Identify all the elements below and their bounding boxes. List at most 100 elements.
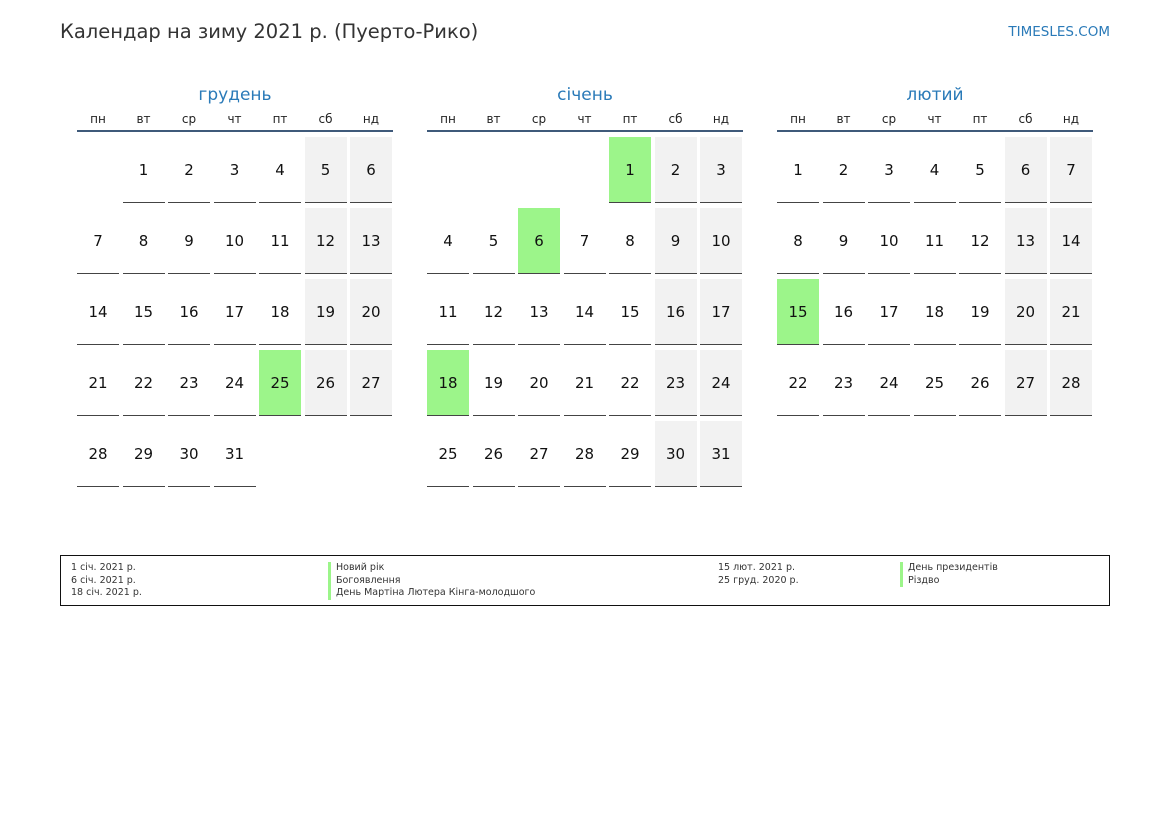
empty-cell [564, 137, 606, 203]
day-cell: 23 [168, 350, 210, 416]
legend-date: 25 груд. 2020 р. [718, 574, 799, 586]
legend-date: 15 лют. 2021 р. [718, 562, 795, 573]
day-cell: 11 [259, 208, 301, 274]
day-cell: 30 [654, 421, 697, 487]
day-cell: 9 [654, 208, 697, 274]
holiday-day-cell: 6 [518, 208, 560, 274]
day-cell: 12 [472, 279, 515, 345]
day-cell: 24 [868, 350, 910, 416]
day-cell: 12 [959, 208, 1001, 274]
weekday-label: вт [836, 112, 851, 126]
weekday-label: пт [972, 112, 988, 126]
weekday-header: пн вт ср чт пт сб нд [777, 110, 1093, 132]
day-cell: 28 [77, 421, 119, 487]
weekday-label: нд [712, 112, 730, 126]
day-cell: 20 [1004, 279, 1047, 345]
day-cell: 29 [122, 421, 165, 487]
day-cell: 10 [700, 208, 742, 274]
day-cell: 20 [350, 279, 392, 345]
weekday-header: пн вт ср чт пт сб нд [427, 110, 743, 132]
legend-holiday-name: День Мартіна Лютера Кінга-молодшого [328, 587, 535, 600]
month-name: січень [557, 85, 613, 105]
day-grid: 1 2 3 4 5 6 7 8 9 10 11 12 13 14 15 16 17 18 19 20 21 22 23 24 2… [427, 137, 743, 487]
day-cell: 20 [518, 350, 560, 416]
day-cell: 25 [427, 421, 469, 487]
month-1: грудень пн вт ср чт пт сб нд 1 2 3 4 5 6 7 8 9 10 11 12 13 14… [77, 84, 393, 487]
day-cell: 13 [1004, 208, 1047, 274]
weekday-label: пт [622, 112, 638, 126]
day-cell: 7 [563, 208, 606, 274]
legend-holiday-name: Різдво [900, 574, 998, 587]
day-cell: 21 [1050, 279, 1092, 345]
day-cell: 16 [822, 279, 865, 345]
day-cell: 16 [168, 279, 210, 345]
day-cell: 28 [1050, 350, 1092, 416]
legend-date: 1 січ. 2021 р. [71, 562, 136, 573]
empty-cell [473, 137, 515, 203]
day-cell: 2 [168, 137, 210, 203]
day-cell: 6 [1004, 137, 1047, 203]
day-cell: 12 [304, 208, 347, 274]
day-cell: 1 [777, 137, 819, 203]
day-cell: 27 [1004, 350, 1047, 416]
day-cell: 4 [913, 137, 956, 203]
weekday-label: ср [531, 112, 547, 126]
month-name: лютий [906, 85, 964, 105]
day-cell: 14 [563, 279, 606, 345]
day-cell: 22 [122, 350, 165, 416]
day-cell: 19 [472, 350, 515, 416]
day-cell: 21 [77, 350, 119, 416]
day-cell: 13 [350, 208, 392, 274]
day-cell: 10 [213, 208, 256, 274]
weekday-label: вт [136, 112, 151, 126]
weekday-label: чт [227, 112, 242, 126]
day-cell: 8 [777, 208, 819, 274]
day-cell: 15 [609, 279, 651, 345]
day-cell: 22 [777, 350, 819, 416]
day-cell: 4 [427, 208, 469, 274]
day-cell: 9 [822, 208, 865, 274]
day-cell: 5 [304, 137, 347, 203]
day-cell: 17 [213, 279, 256, 345]
day-cell: 26 [959, 350, 1001, 416]
legend-holiday-name: Богоявлення [328, 574, 535, 587]
day-cell: 3 [213, 137, 256, 203]
day-cell: 17 [868, 279, 910, 345]
legend-dates-right: 15 лют. 2021 р. 25 груд. 2020 р. [718, 562, 799, 587]
day-cell: 27 [518, 421, 560, 487]
day-cell: 31 [700, 421, 742, 487]
day-cell: 24 [700, 350, 742, 416]
day-cell: 5 [959, 137, 1001, 203]
day-cell: 30 [168, 421, 210, 487]
day-cell: 8 [609, 208, 651, 274]
day-cell: 23 [822, 350, 865, 416]
day-cell: 22 [609, 350, 651, 416]
day-cell: 9 [168, 208, 210, 274]
legend-date: 18 січ. 2021 р. [71, 587, 142, 598]
day-cell: 31 [213, 421, 256, 487]
weekday-label: пн [90, 112, 106, 126]
legend-dates-left: 1 січ. 2021 р. 6 січ. 2021 р. 18 січ. 2021… [71, 562, 142, 600]
day-cell: 5 [472, 208, 515, 274]
weekday-label: сб [1018, 112, 1033, 126]
day-cell: 16 [654, 279, 697, 345]
weekday-label: чт [577, 112, 592, 126]
weekday-label: пн [790, 112, 806, 126]
day-cell: 29 [609, 421, 651, 487]
day-cell: 6 [350, 137, 392, 203]
day-cell: 23 [654, 350, 697, 416]
weekday-label: пт [272, 112, 288, 126]
day-cell: 21 [563, 350, 606, 416]
day-cell: 2 [822, 137, 865, 203]
day-cell: 13 [518, 279, 560, 345]
legend-holiday-name: Новий рік [328, 562, 535, 575]
site-link[interactable]: TIMESLES.COM [1008, 24, 1110, 40]
day-cell: 14 [1050, 208, 1092, 274]
day-cell: 26 [472, 421, 515, 487]
weekday-label: чт [927, 112, 942, 126]
legend-names-left: Новий рік Богоявлення День Мартіна Лютера … [328, 562, 535, 600]
holiday-day-cell: 25 [259, 350, 301, 416]
day-cell: 18 [259, 279, 301, 345]
weekday-label: вт [486, 112, 501, 126]
holiday-day-cell: 18 [427, 350, 469, 416]
